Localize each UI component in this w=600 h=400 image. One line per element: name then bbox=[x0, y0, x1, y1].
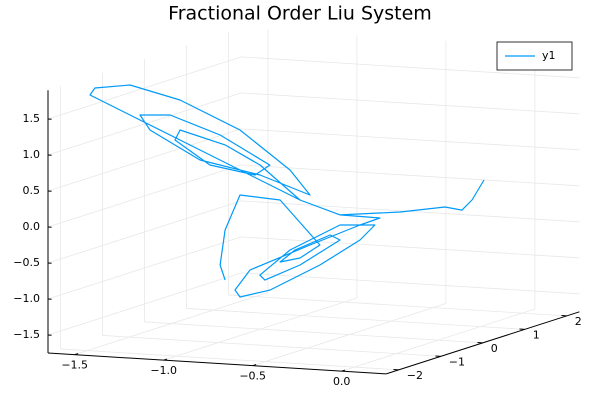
grid-line bbox=[144, 321, 483, 344]
z-tick-label: −1.5 bbox=[13, 328, 40, 341]
grid-line bbox=[47, 164, 242, 228]
x-tick-label: 0.0 bbox=[333, 375, 351, 388]
legend: y1 bbox=[496, 41, 573, 71]
grid-line bbox=[186, 308, 525, 330]
y-axis bbox=[386, 311, 580, 375]
grid bbox=[47, 29, 580, 372]
x-tick-label: −0.5 bbox=[239, 370, 266, 383]
y-tick-label: 2 bbox=[575, 315, 582, 328]
plot-area bbox=[89, 84, 485, 298]
y-tick-label: 0 bbox=[491, 342, 498, 355]
y-tick-label: 1 bbox=[533, 328, 540, 341]
grid-line bbox=[241, 236, 580, 259]
z-tick-label: 1.5 bbox=[23, 112, 41, 125]
grid-line bbox=[241, 164, 580, 187]
grid-line bbox=[47, 56, 242, 120]
x-tick-label: −1.0 bbox=[150, 364, 177, 377]
chart-title: Fractional Order Liu System bbox=[168, 3, 432, 25]
y-tick-label: −1 bbox=[449, 355, 465, 368]
grid-line bbox=[102, 335, 441, 357]
grid-line bbox=[241, 272, 580, 295]
grid-line bbox=[47, 200, 242, 264]
grid-line bbox=[241, 92, 580, 115]
x-axis bbox=[47, 352, 387, 375]
y-tick-label: −2 bbox=[407, 369, 423, 382]
grid-line bbox=[60, 348, 399, 371]
z-tick-label: 0.5 bbox=[23, 184, 41, 197]
grid-line bbox=[241, 56, 580, 79]
z-tick-label: −1.0 bbox=[13, 292, 40, 305]
grid-line bbox=[241, 128, 580, 151]
series-line bbox=[89, 84, 485, 298]
z-tick-label: 0.0 bbox=[23, 220, 41, 233]
grid-line bbox=[228, 294, 567, 317]
grid-line bbox=[47, 236, 242, 300]
z-tick-label: 1.0 bbox=[23, 148, 41, 161]
grid-line bbox=[47, 92, 242, 156]
grid-line bbox=[47, 272, 242, 336]
axes: −1.5 −1.0 −0.5 0.0 −2 −1 0 1 2 −1.5 −1.0 −0.5 0.0 0.5… bbox=[13, 90, 582, 388]
legend-label: y1 bbox=[542, 49, 556, 62]
z-tick-label: −0.5 bbox=[13, 256, 40, 269]
x-tick-label: −1.5 bbox=[61, 359, 88, 372]
